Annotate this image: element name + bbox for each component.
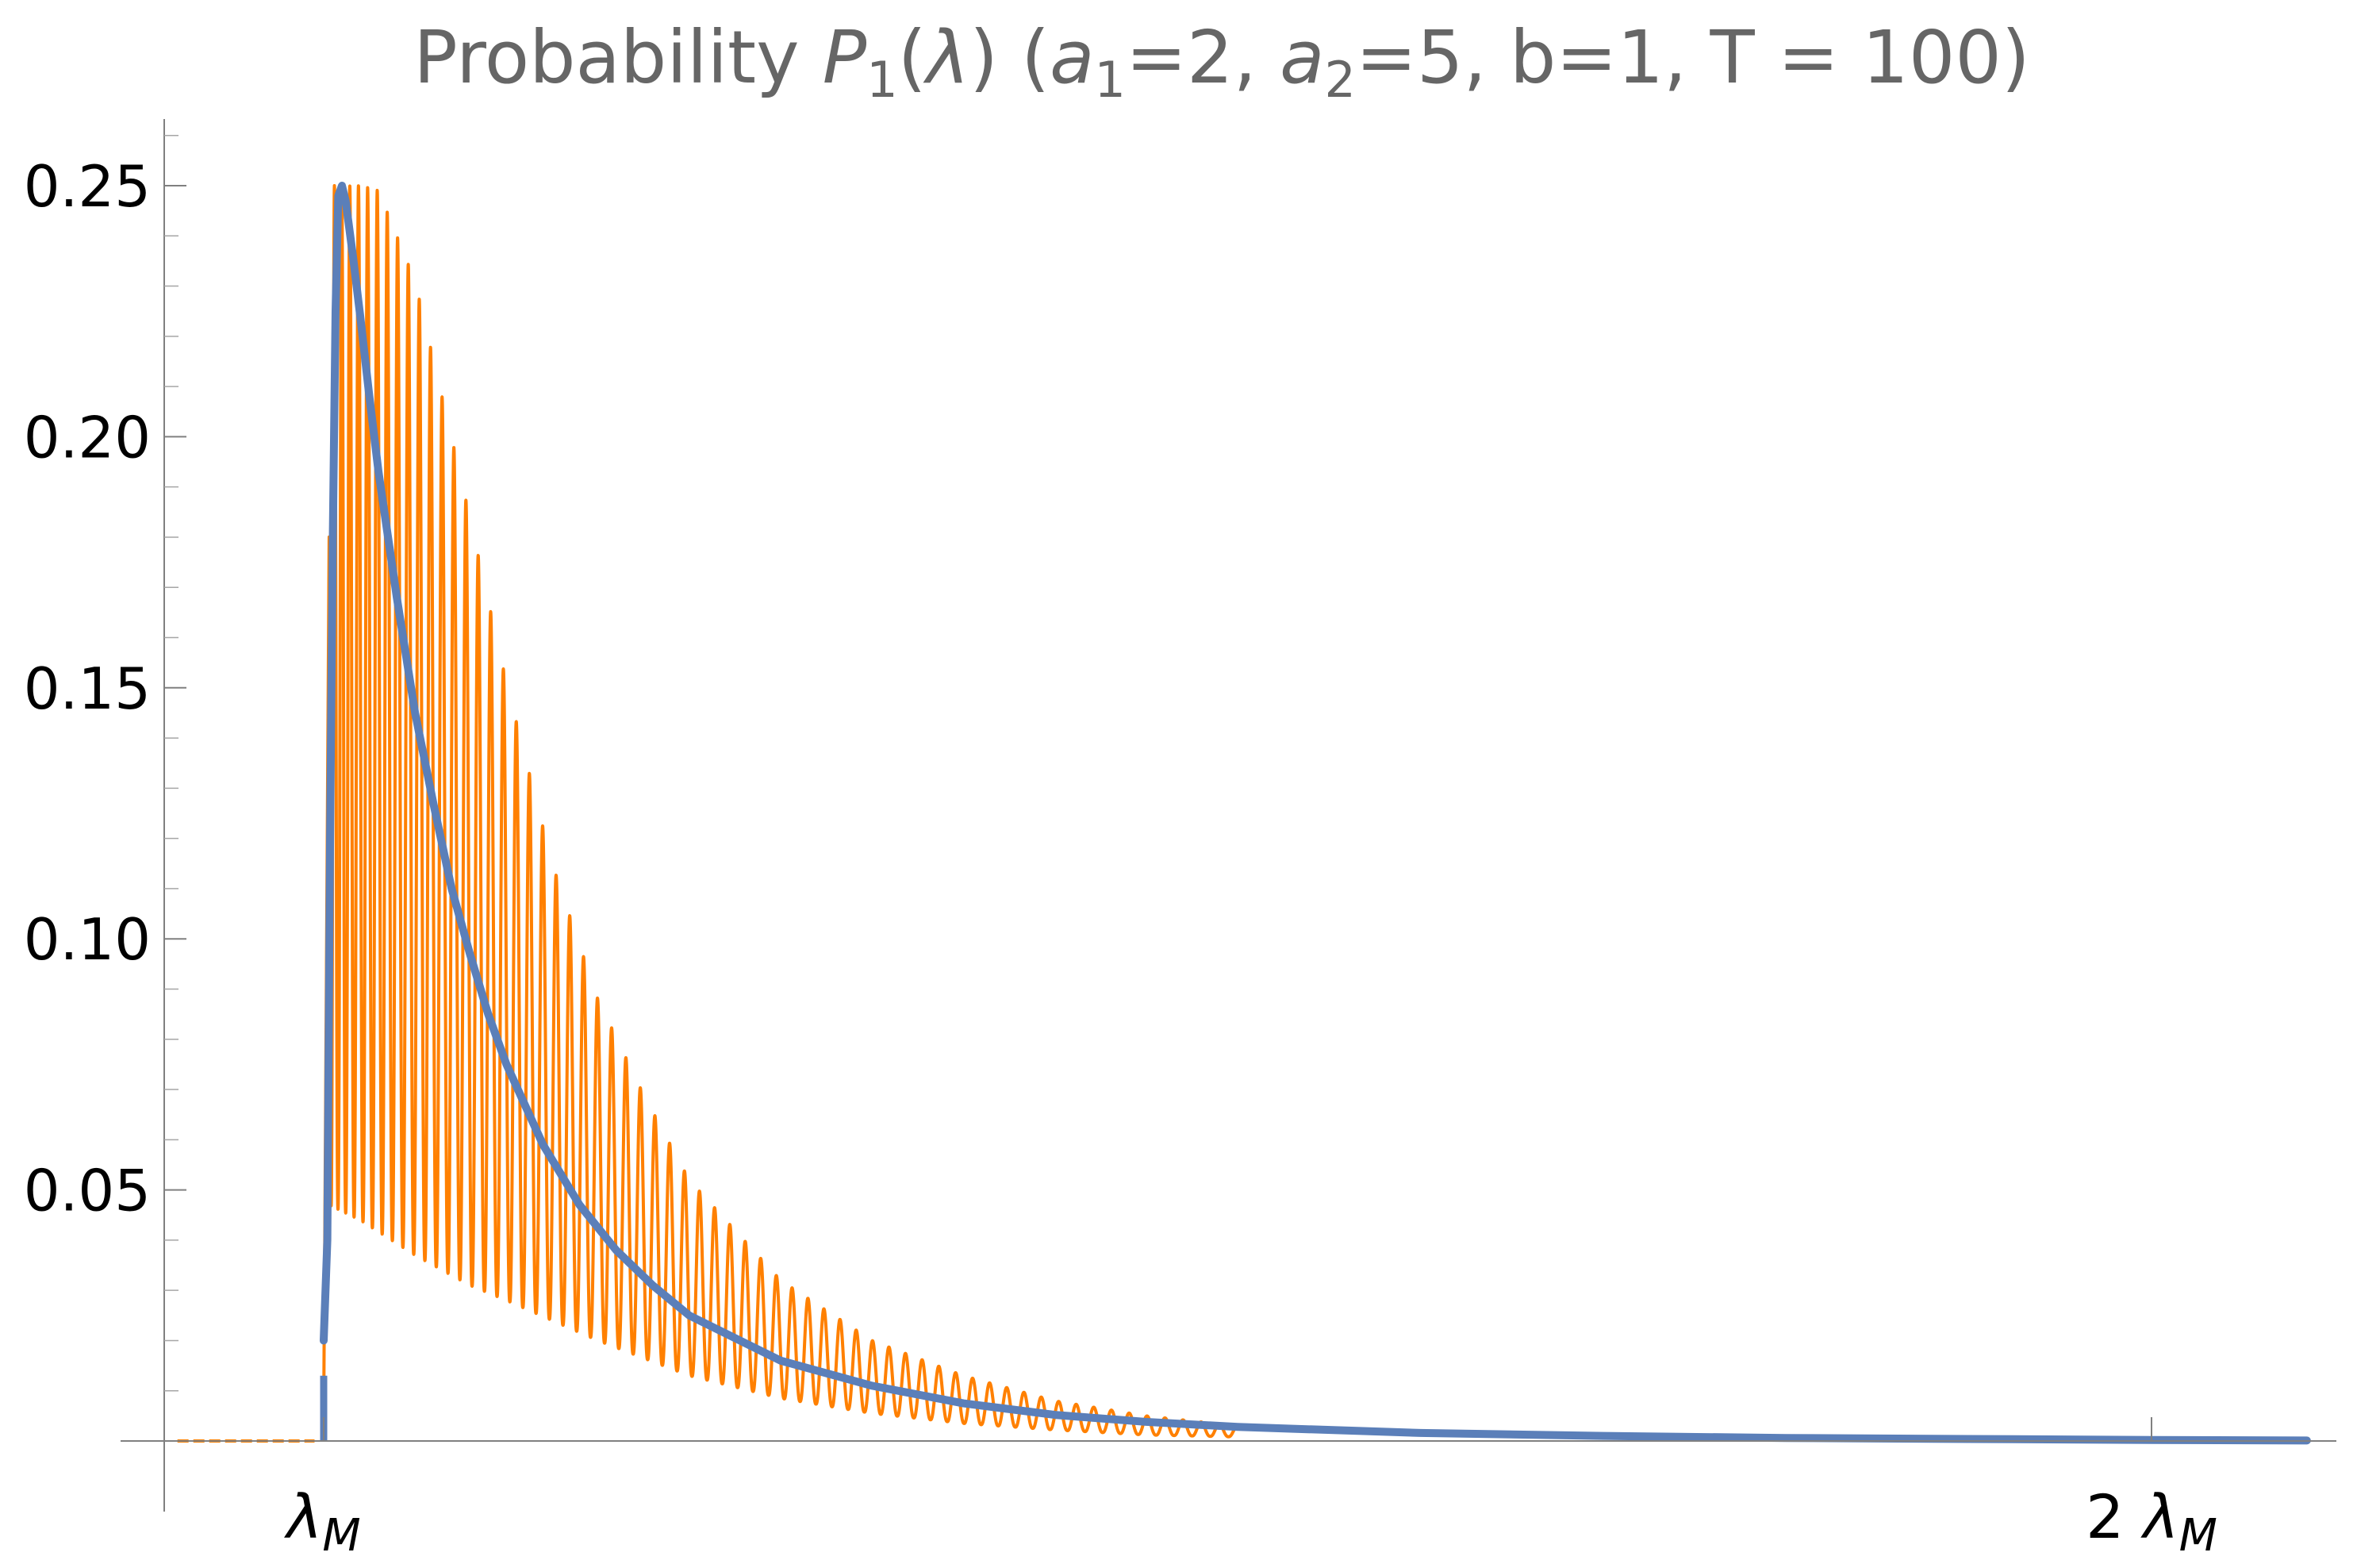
- plot-area: [177, 182, 2311, 1445]
- y-tick-label: 0.05: [24, 1158, 151, 1224]
- x-tick-label: λM: [283, 1481, 360, 1560]
- orange-series-line: [322, 184, 1239, 1439]
- chart-title: Probability P1(λ) (a1=2, a2=5, b=1, T = …: [413, 15, 2030, 109]
- y-tick-label: 0.15: [24, 655, 151, 722]
- y-tick-label: 0.10: [24, 906, 151, 973]
- x-axis: λM 2 λM: [121, 1417, 2336, 1560]
- y-tick-label: 0.25: [24, 153, 151, 220]
- y-tick-label: 0.20: [24, 404, 151, 471]
- blue-series-line: [320, 182, 2311, 1445]
- x-tick-label: 2 λM: [2086, 1481, 2217, 1560]
- y-axis: 0.05 0.10 0.15 0.20 0.25: [24, 119, 186, 1512]
